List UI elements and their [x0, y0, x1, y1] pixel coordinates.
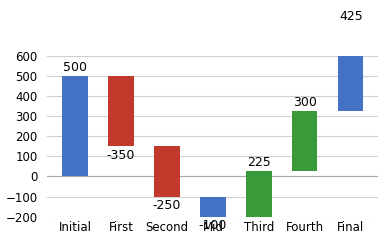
Bar [108, 76, 134, 146]
Text: 300: 300 [293, 96, 317, 109]
Text: -250: -250 [153, 199, 181, 212]
Bar [63, 76, 88, 176]
Text: 500: 500 [63, 61, 87, 74]
Bar [292, 111, 318, 171]
Bar [338, 26, 363, 111]
Bar [246, 171, 271, 216]
Text: -350: -350 [107, 149, 135, 162]
Bar [200, 197, 225, 216]
Text: 225: 225 [247, 156, 271, 169]
Bar [154, 146, 180, 197]
Text: 425: 425 [339, 11, 362, 24]
Text: -100: -100 [199, 219, 227, 232]
